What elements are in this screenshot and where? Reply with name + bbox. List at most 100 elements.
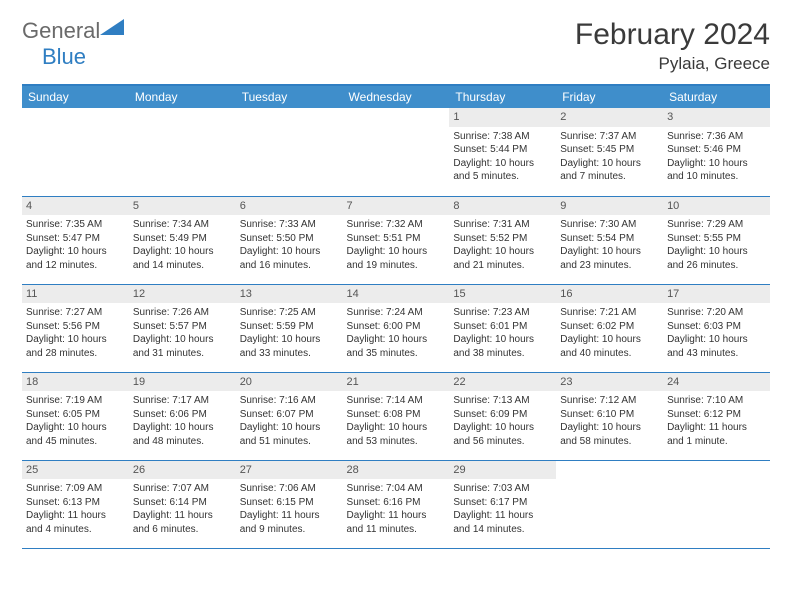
calendar-day-cell: 19Sunrise: 7:17 AMSunset: 6:06 PMDayligh… (129, 372, 236, 460)
day-number: 25 (22, 461, 129, 480)
weekday-header: Thursday (449, 85, 556, 108)
day-details: Sunrise: 7:23 AMSunset: 6:01 PMDaylight:… (449, 305, 556, 364)
title-block: February 2024 Pylaia, Greece (575, 18, 770, 74)
day-details: Sunrise: 7:37 AMSunset: 5:45 PMDaylight:… (556, 129, 663, 188)
day-number: 27 (236, 461, 343, 480)
weekday-header: Friday (556, 85, 663, 108)
calendar-week-row: 25Sunrise: 7:09 AMSunset: 6:13 PMDayligh… (22, 460, 770, 548)
day-number: 20 (236, 373, 343, 392)
day-details: Sunrise: 7:07 AMSunset: 6:14 PMDaylight:… (129, 481, 236, 540)
day-details: Sunrise: 7:27 AMSunset: 5:56 PMDaylight:… (22, 305, 129, 364)
day-number: 3 (663, 108, 770, 127)
calendar-day-cell: 9Sunrise: 7:30 AMSunset: 5:54 PMDaylight… (556, 196, 663, 284)
calendar-day-cell: 14Sunrise: 7:24 AMSunset: 6:00 PMDayligh… (343, 284, 450, 372)
logo: General (22, 18, 128, 44)
day-details: Sunrise: 7:14 AMSunset: 6:08 PMDaylight:… (343, 393, 450, 452)
calendar-day-cell: 23Sunrise: 7:12 AMSunset: 6:10 PMDayligh… (556, 372, 663, 460)
day-details: Sunrise: 7:03 AMSunset: 6:17 PMDaylight:… (449, 481, 556, 540)
calendar-week-row: 18Sunrise: 7:19 AMSunset: 6:05 PMDayligh… (22, 372, 770, 460)
calendar-day-cell: 25Sunrise: 7:09 AMSunset: 6:13 PMDayligh… (22, 460, 129, 548)
calendar-day-cell: 10Sunrise: 7:29 AMSunset: 5:55 PMDayligh… (663, 196, 770, 284)
day-number: 12 (129, 285, 236, 304)
day-number: 9 (556, 197, 663, 216)
logo-triangle-icon (100, 17, 126, 42)
calendar-day-cell: 15Sunrise: 7:23 AMSunset: 6:01 PMDayligh… (449, 284, 556, 372)
calendar-table: SundayMondayTuesdayWednesdayThursdayFrid… (22, 84, 770, 549)
calendar-day-cell: 20Sunrise: 7:16 AMSunset: 6:07 PMDayligh… (236, 372, 343, 460)
day-number: 19 (129, 373, 236, 392)
calendar-day-cell: 8Sunrise: 7:31 AMSunset: 5:52 PMDaylight… (449, 196, 556, 284)
day-details: Sunrise: 7:21 AMSunset: 6:02 PMDaylight:… (556, 305, 663, 364)
calendar-day-cell: 18Sunrise: 7:19 AMSunset: 6:05 PMDayligh… (22, 372, 129, 460)
day-details: Sunrise: 7:13 AMSunset: 6:09 PMDaylight:… (449, 393, 556, 452)
day-details: Sunrise: 7:10 AMSunset: 6:12 PMDaylight:… (663, 393, 770, 452)
day-number: 14 (343, 285, 450, 304)
day-details: Sunrise: 7:17 AMSunset: 6:06 PMDaylight:… (129, 393, 236, 452)
day-details: Sunrise: 7:20 AMSunset: 6:03 PMDaylight:… (663, 305, 770, 364)
logo-text-blue-wrap: Blue (42, 44, 86, 70)
calendar-day-cell: 11Sunrise: 7:27 AMSunset: 5:56 PMDayligh… (22, 284, 129, 372)
day-number: 18 (22, 373, 129, 392)
day-details: Sunrise: 7:35 AMSunset: 5:47 PMDaylight:… (22, 217, 129, 276)
day-number: 24 (663, 373, 770, 392)
calendar-day-cell: 3Sunrise: 7:36 AMSunset: 5:46 PMDaylight… (663, 108, 770, 196)
calendar-week-row: 4Sunrise: 7:35 AMSunset: 5:47 PMDaylight… (22, 196, 770, 284)
calendar-day-cell: 26Sunrise: 7:07 AMSunset: 6:14 PMDayligh… (129, 460, 236, 548)
calendar-empty-cell (22, 108, 129, 196)
calendar-day-cell: 13Sunrise: 7:25 AMSunset: 5:59 PMDayligh… (236, 284, 343, 372)
calendar-empty-cell (663, 460, 770, 548)
day-number: 4 (22, 197, 129, 216)
calendar-day-cell: 2Sunrise: 7:37 AMSunset: 5:45 PMDaylight… (556, 108, 663, 196)
day-details: Sunrise: 7:24 AMSunset: 6:00 PMDaylight:… (343, 305, 450, 364)
calendar-week-row: 11Sunrise: 7:27 AMSunset: 5:56 PMDayligh… (22, 284, 770, 372)
weekday-header: Saturday (663, 85, 770, 108)
calendar-day-cell: 22Sunrise: 7:13 AMSunset: 6:09 PMDayligh… (449, 372, 556, 460)
month-title: February 2024 (575, 18, 770, 52)
day-number: 17 (663, 285, 770, 304)
day-number: 5 (129, 197, 236, 216)
day-number: 6 (236, 197, 343, 216)
day-number: 22 (449, 373, 556, 392)
weekday-row: SundayMondayTuesdayWednesdayThursdayFrid… (22, 85, 770, 108)
location: Pylaia, Greece (575, 54, 770, 74)
day-number: 1 (449, 108, 556, 127)
day-details: Sunrise: 7:25 AMSunset: 5:59 PMDaylight:… (236, 305, 343, 364)
calendar-head: SundayMondayTuesdayWednesdayThursdayFrid… (22, 85, 770, 108)
calendar-day-cell: 12Sunrise: 7:26 AMSunset: 5:57 PMDayligh… (129, 284, 236, 372)
day-details: Sunrise: 7:32 AMSunset: 5:51 PMDaylight:… (343, 217, 450, 276)
weekday-header: Monday (129, 85, 236, 108)
calendar-week-row: 1 Sunrise: 7:38 AMSunset: 5:44 PMDaylight… (22, 108, 770, 196)
calendar-empty-cell (556, 460, 663, 548)
calendar-day-cell: 27Sunrise: 7:06 AMSunset: 6:15 PMDayligh… (236, 460, 343, 548)
calendar-day-cell: 28Sunrise: 7:04 AMSunset: 6:16 PMDayligh… (343, 460, 450, 548)
calendar-day-cell: 16Sunrise: 7:21 AMSunset: 6:02 PMDayligh… (556, 284, 663, 372)
day-number: 8 (449, 197, 556, 216)
day-number: 21 (343, 373, 450, 392)
calendar-day-cell: 24Sunrise: 7:10 AMSunset: 6:12 PMDayligh… (663, 372, 770, 460)
weekday-header: Sunday (22, 85, 129, 108)
day-number: 26 (129, 461, 236, 480)
calendar-empty-cell (343, 108, 450, 196)
day-details: Sunrise: 7:19 AMSunset: 6:05 PMDaylight:… (22, 393, 129, 452)
day-number: 7 (343, 197, 450, 216)
day-details: Sunrise: 7:31 AMSunset: 5:52 PMDaylight:… (449, 217, 556, 276)
calendar-day-cell: 21Sunrise: 7:14 AMSunset: 6:08 PMDayligh… (343, 372, 450, 460)
header: General February 2024 Pylaia, Greece (22, 18, 770, 74)
calendar-day-cell: 17Sunrise: 7:20 AMSunset: 6:03 PMDayligh… (663, 284, 770, 372)
day-details: Sunrise: 7:12 AMSunset: 6:10 PMDaylight:… (556, 393, 663, 452)
day-number: 11 (22, 285, 129, 304)
day-details: Sunrise: 7:30 AMSunset: 5:54 PMDaylight:… (556, 217, 663, 276)
calendar-empty-cell (236, 108, 343, 196)
calendar-day-cell: 7Sunrise: 7:32 AMSunset: 5:51 PMDaylight… (343, 196, 450, 284)
day-number: 13 (236, 285, 343, 304)
day-details: Sunrise: 7:09 AMSunset: 6:13 PMDaylight:… (22, 481, 129, 540)
day-details: Sunrise: 7:16 AMSunset: 6:07 PMDaylight:… (236, 393, 343, 452)
day-details: Sunrise: 7:04 AMSunset: 6:16 PMDaylight:… (343, 481, 450, 540)
day-details: Sunrise: 7:34 AMSunset: 5:49 PMDaylight:… (129, 217, 236, 276)
calendar-day-cell: 4Sunrise: 7:35 AMSunset: 5:47 PMDaylight… (22, 196, 129, 284)
logo-text-blue: Blue (42, 44, 86, 69)
calendar-day-cell: 6Sunrise: 7:33 AMSunset: 5:50 PMDaylight… (236, 196, 343, 284)
day-details: Sunrise: 7:26 AMSunset: 5:57 PMDaylight:… (129, 305, 236, 364)
day-number: 29 (449, 461, 556, 480)
day-details: Sunrise: 7:38 AMSunset: 5:44 PMDaylight:… (449, 129, 556, 188)
